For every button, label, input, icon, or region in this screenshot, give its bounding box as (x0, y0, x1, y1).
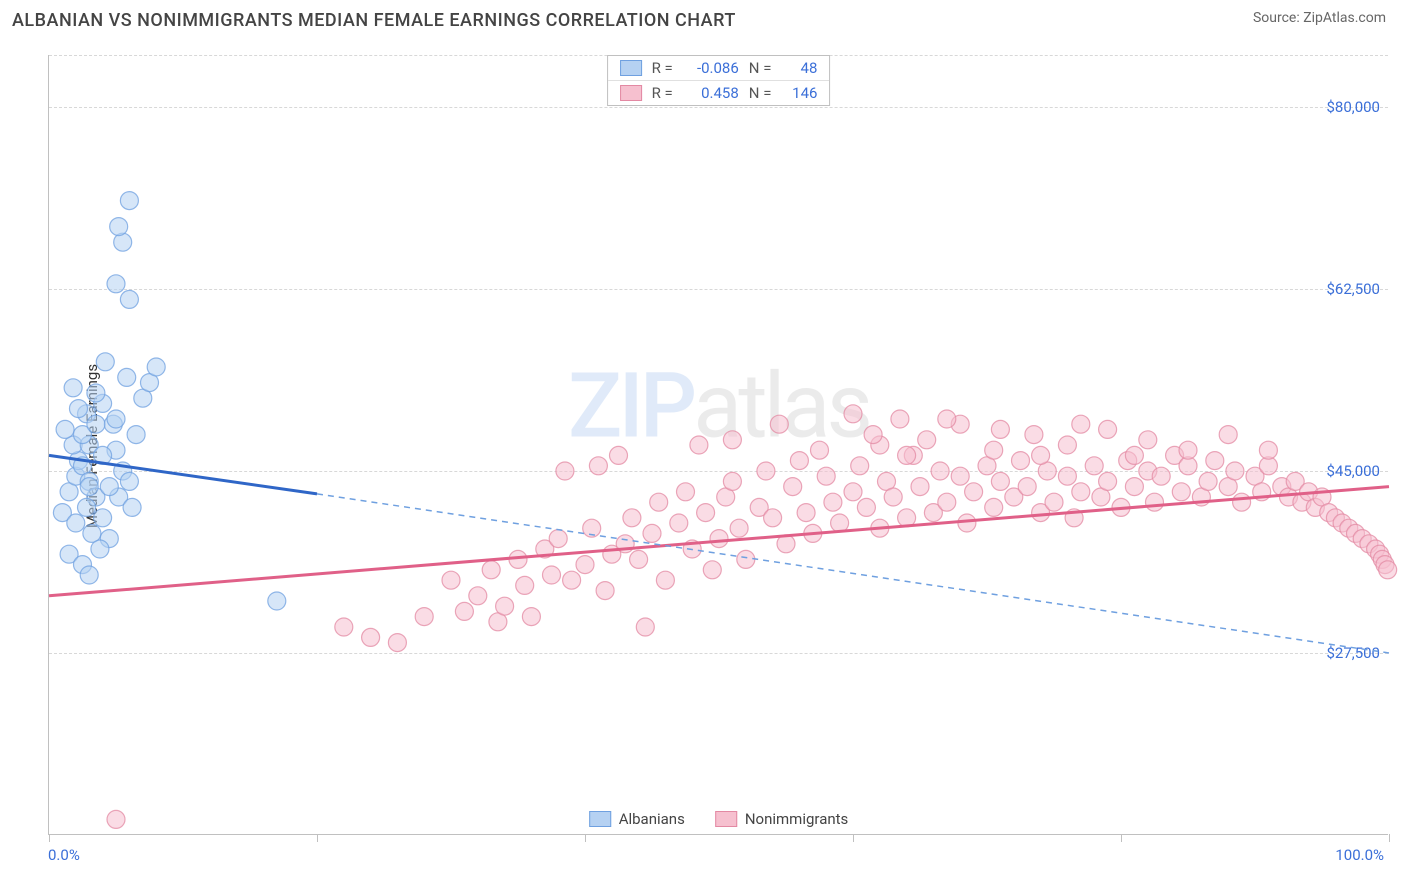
swatch-nonimmigrants (620, 85, 642, 101)
x-tick (853, 834, 854, 842)
scatter-plot (49, 55, 1388, 834)
swatch-albanians-2 (589, 811, 611, 827)
series-legend: Albanians Nonimmigrants (589, 810, 849, 828)
swatch-nonimmigrants-2 (715, 811, 737, 827)
legend-row-albanians: R = -0.086 N = 48 (608, 56, 830, 80)
x-axis-min-label: 0.0% (48, 846, 80, 864)
legend-row-nonimmigrants: R = 0.458 N = 146 (608, 80, 830, 105)
correlation-legend: R = -0.086 N = 48 R = 0.458 N = 146 (607, 55, 831, 106)
legend-item-albanians: Albanians (589, 810, 685, 828)
x-tick (1121, 834, 1122, 842)
x-axis-max-label: 100.0% (1335, 846, 1384, 864)
x-tick (317, 834, 318, 842)
x-tick (585, 834, 586, 842)
chart-title: ALBANIAN VS NONIMMIGRANTS MEDIAN FEMALE … (12, 10, 736, 31)
x-tick (49, 834, 50, 842)
legend-item-nonimmigrants: Nonimmigrants (715, 810, 848, 828)
x-tick (1389, 834, 1390, 842)
chart-plot-area: ZIPatlas $27,500$45,000$62,500$80,000 R … (48, 55, 1388, 835)
swatch-albanians (620, 60, 642, 76)
source-label: Source: ZipAtlas.com (1253, 10, 1386, 31)
